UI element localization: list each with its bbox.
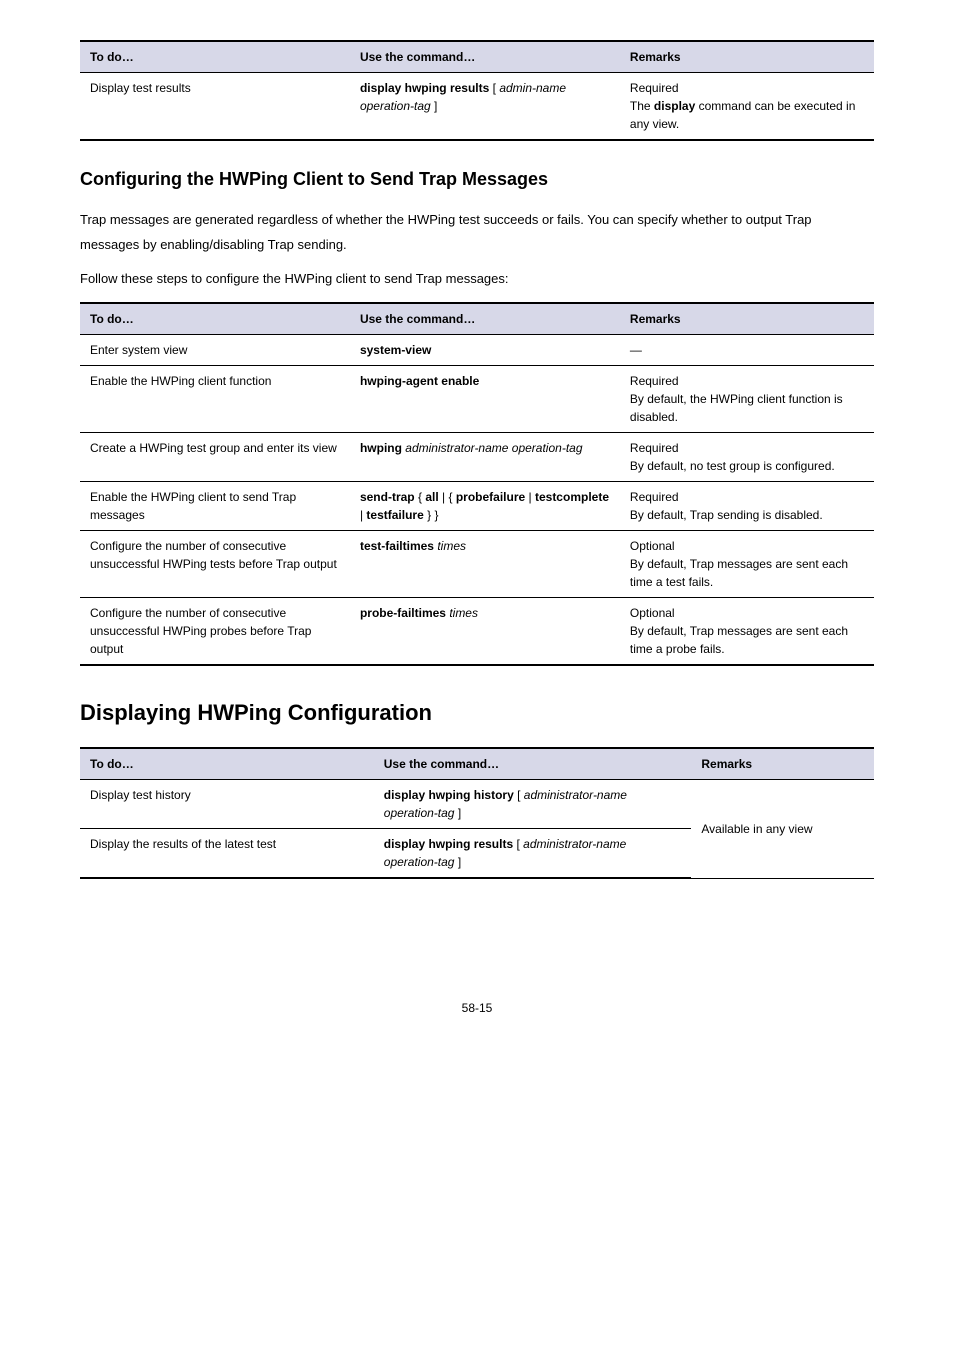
rem: By default, Trap messages are sent each … — [630, 557, 848, 589]
t3-remarks: Available in any view — [691, 780, 874, 879]
t1-rem1: Required — [630, 81, 679, 95]
rem: By default, Trap sending is disabled. — [630, 508, 823, 522]
section-trap-title: Configuring the HWPing Client to Send Tr… — [80, 166, 874, 193]
rem: By default, no test group is configured. — [630, 459, 835, 473]
t1-cmd: display hwping results [ admin-name oper… — [350, 73, 620, 141]
t1-h2: Use the command… — [350, 41, 620, 73]
rem: Required — [630, 490, 679, 504]
t1-todo: Display test results — [80, 73, 350, 141]
table-row: Enable the HWPing client function — [80, 366, 350, 433]
table-row: Required By default, Trap sending is dis… — [620, 482, 874, 531]
cmd: hwping-agent enable — [360, 374, 479, 388]
table-row: Required By default, no test group is co… — [620, 433, 874, 482]
table-row: Optional By default, Trap messages are s… — [620, 531, 874, 598]
rem: By default, Trap messages are sent each … — [630, 624, 848, 656]
table-row: Enter system view — [80, 335, 350, 366]
rem: By default, the HWPing client function i… — [630, 392, 843, 424]
para-trap-steps: Follow these steps to configure the HWPi… — [80, 267, 874, 292]
table-row: hwping administrator-name operation-tag — [350, 433, 620, 482]
t1-cmd-txt: display hwping results [ admin-name oper… — [360, 81, 566, 113]
rem: Optional — [630, 539, 675, 553]
cmd: system-view — [360, 343, 431, 357]
table-row: Display the results of the latest test — [80, 829, 374, 879]
table-row: Optional By default, Trap messages are s… — [620, 598, 874, 666]
t1-h1: To do… — [80, 41, 350, 73]
table-row: system-view — [350, 335, 620, 366]
t1-remarks: Required The display command can be exec… — [620, 73, 874, 141]
table-row: Enable the HWPing client to send Trap me… — [80, 482, 350, 531]
table-row: probe-failtimes times — [350, 598, 620, 666]
rem: Required — [630, 374, 679, 388]
table-row: Configure the number of consecutive unsu… — [80, 531, 350, 598]
table-display-results: To do… Use the command… Remarks Display … — [80, 40, 874, 141]
table-row: Configure the number of consecutive unsu… — [80, 598, 350, 666]
t3-h1: To do… — [80, 748, 374, 780]
table-row: test-failtimes times — [350, 531, 620, 598]
t2-h3: Remarks — [620, 303, 874, 335]
t2-h2: Use the command… — [350, 303, 620, 335]
table-trap-config: To do… Use the command… Remarks Enter sy… — [80, 302, 874, 666]
t3-h2: Use the command… — [374, 748, 692, 780]
section-display-config-title: Displaying HWPing Configuration — [80, 696, 874, 729]
table-row: hwping-agent enable — [350, 366, 620, 433]
table-row: Display test history — [80, 780, 374, 829]
t3-h3: Remarks — [691, 748, 874, 780]
table-row: Required By default, the HWPing client f… — [620, 366, 874, 433]
table-display-config: To do… Use the command… Remarks Display … — [80, 747, 874, 879]
table-row: Create a HWPing test group and enter its… — [80, 433, 350, 482]
table-row: send-trap { all | { probefailure | testc… — [350, 482, 620, 531]
table-row: — — [620, 335, 874, 366]
para-trap-desc: Trap messages are generated regardless o… — [80, 208, 874, 257]
table-row: display hwping results [ administrator-n… — [374, 829, 692, 879]
rem: Required — [630, 441, 679, 455]
page-number: 58-15 — [80, 999, 874, 1017]
rem: Optional — [630, 606, 675, 620]
t1-rem2: The display command can be executed in a… — [630, 99, 855, 131]
t2-h1: To do… — [80, 303, 350, 335]
table-row: display hwping history [ administrator-n… — [374, 780, 692, 829]
t1-h3: Remarks — [620, 41, 874, 73]
